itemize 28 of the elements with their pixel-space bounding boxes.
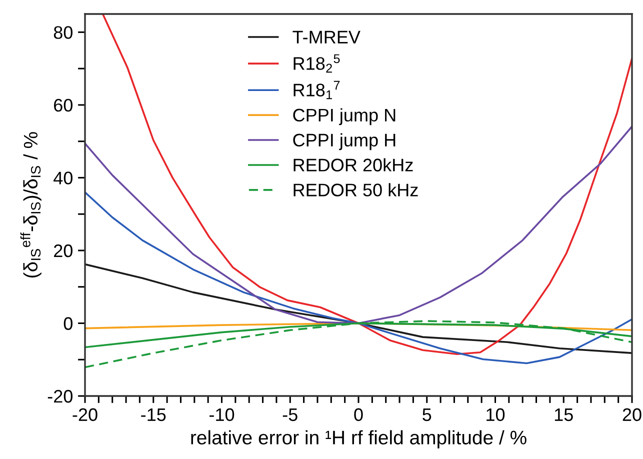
x-tick-label: -20 bbox=[72, 408, 98, 422]
line-series bbox=[102, 14, 632, 356]
x-tick-label: 20 bbox=[622, 408, 642, 422]
line-series bbox=[85, 320, 632, 368]
x-tick-label: -5 bbox=[282, 408, 298, 422]
legend-label: T-MREV bbox=[292, 30, 360, 44]
y-tick-label: 20 bbox=[54, 244, 72, 258]
y-tick-label: 40 bbox=[54, 172, 72, 184]
x-axis-title: relative error in ¹H rf field amplitude / % bbox=[191, 430, 526, 448]
legend-label: REDOR 20kHz bbox=[294, 158, 413, 172]
legend-label: REDOR 50 kHz bbox=[294, 183, 418, 196]
y-tick-label: 0 bbox=[64, 317, 72, 330]
y-axis-title: (δ$_{IS}$$^{eff}$-δ$_{IS}$)/δ$_{IS}$ / % bbox=[20, 132, 42, 278]
legend-label: R18$_{2}$$^{5}$ bbox=[294, 54, 340, 73]
line-series bbox=[85, 263, 632, 354]
legend-label: CPPI jump N bbox=[293, 108, 396, 126]
y-tick-label: 80 bbox=[54, 26, 72, 39]
x-tick-label: -15 bbox=[141, 408, 166, 422]
y-tick-label: -20 bbox=[48, 390, 72, 403]
y-tick-label: 60 bbox=[54, 98, 72, 112]
line-series bbox=[85, 126, 632, 324]
x-tick-label: 15 bbox=[554, 408, 573, 422]
x-tick-label: 0 bbox=[354, 408, 363, 422]
x-tick-label: -10 bbox=[210, 408, 234, 422]
legend-label: CPPI jump H bbox=[293, 133, 396, 150]
legend-label: R18$_{1}$$^{7}$ bbox=[294, 80, 340, 100]
x-tick-label: 10 bbox=[486, 408, 505, 422]
x-tick-label: 5 bbox=[422, 408, 432, 422]
